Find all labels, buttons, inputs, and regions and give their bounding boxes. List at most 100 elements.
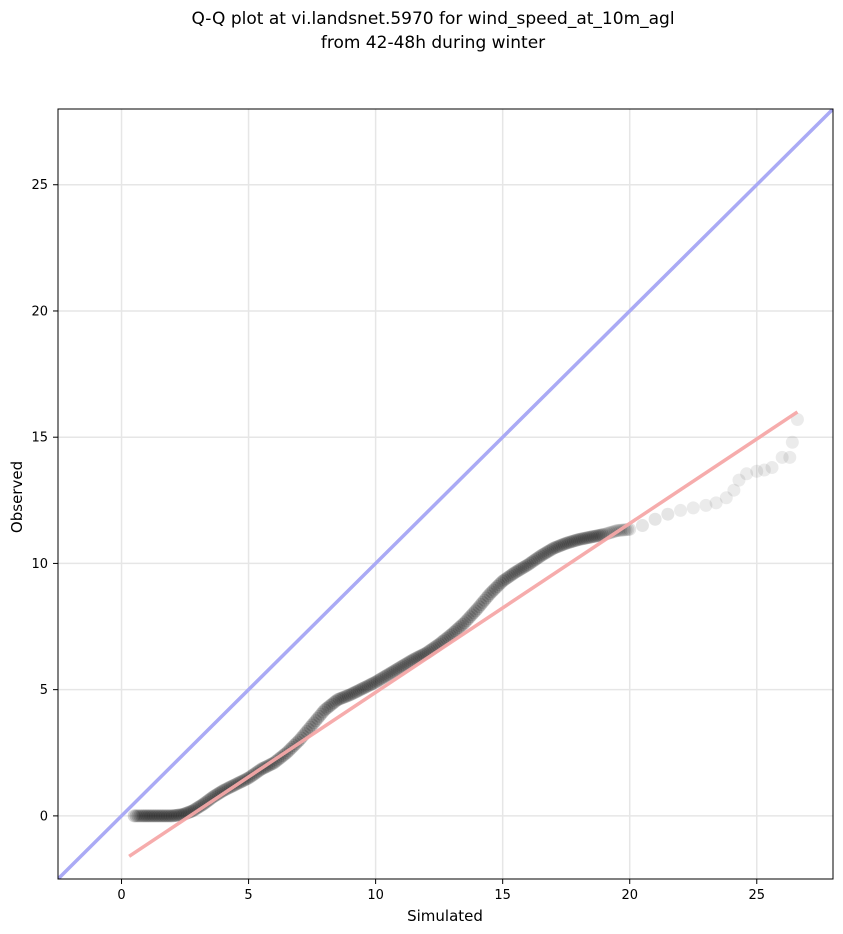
qq-point xyxy=(525,555,539,569)
qq-point xyxy=(445,627,459,641)
qq-point xyxy=(321,700,335,714)
qq-point xyxy=(398,658,412,672)
qq-point xyxy=(165,809,179,823)
qq-point xyxy=(505,568,519,582)
qq-point xyxy=(140,809,154,823)
qq-point xyxy=(394,660,408,674)
qq-point xyxy=(519,559,533,573)
qq-point xyxy=(213,786,227,800)
qq-point xyxy=(332,692,346,706)
qq-point xyxy=(341,688,355,702)
x-tick-label: 0 xyxy=(117,888,125,903)
qq-point xyxy=(510,564,524,578)
x-tick-label: 25 xyxy=(748,888,765,903)
qq-point xyxy=(512,563,526,577)
qq-point xyxy=(447,625,461,639)
qq-point xyxy=(479,591,493,605)
qq-point xyxy=(463,610,477,624)
chart-title-line-2: from 42-48h during winter xyxy=(321,33,545,53)
qq-point xyxy=(545,542,559,556)
qq-point xyxy=(309,714,323,728)
qq-point xyxy=(503,569,517,583)
qq-point xyxy=(521,558,535,572)
qq-point xyxy=(563,535,577,549)
qq-point xyxy=(343,688,357,702)
x-tick-label: 10 xyxy=(367,888,384,903)
qq-point xyxy=(472,600,486,614)
x-tick-label: 20 xyxy=(621,888,638,903)
qq-point xyxy=(389,663,403,677)
y-tick-label: 10 xyxy=(31,557,48,572)
qq-point xyxy=(135,809,149,823)
qq-point xyxy=(369,675,383,689)
qq-point xyxy=(537,547,551,561)
qq-point xyxy=(605,525,619,539)
qq-point xyxy=(365,677,379,691)
qq-point xyxy=(568,534,582,548)
qq-point xyxy=(570,533,584,547)
qq-point xyxy=(336,691,350,705)
qq-point xyxy=(508,565,522,579)
qq-point xyxy=(405,653,419,667)
qq-point xyxy=(496,574,510,588)
qq-point xyxy=(456,617,470,631)
qq-point xyxy=(465,608,479,622)
qq-point xyxy=(592,528,606,542)
qq-point xyxy=(390,662,404,676)
qq-point xyxy=(459,614,473,628)
qq-point xyxy=(576,532,590,546)
qq-point xyxy=(494,576,508,590)
qq-point xyxy=(147,809,161,823)
qq-point xyxy=(356,681,370,695)
qq-point xyxy=(586,530,600,544)
qq-point xyxy=(340,689,354,703)
qq-point xyxy=(732,473,746,487)
qq-point xyxy=(470,602,484,616)
y-axis-ticks: 0 5 10 15 20 25 xyxy=(31,178,58,824)
qq-point xyxy=(133,809,147,823)
qq-point xyxy=(345,687,359,701)
qq-point xyxy=(159,809,173,823)
qq-point xyxy=(490,580,504,594)
qq-point xyxy=(790,413,804,427)
qq-point xyxy=(311,712,325,726)
qq-point xyxy=(467,606,481,620)
qq-point xyxy=(316,705,330,719)
qq-point xyxy=(557,537,571,551)
qq-point xyxy=(150,809,164,823)
qq-point xyxy=(492,578,506,592)
qq-point xyxy=(367,676,381,690)
qq-point xyxy=(312,709,326,723)
qq-point xyxy=(577,531,591,545)
qq-point xyxy=(594,528,608,542)
qq-point xyxy=(478,593,492,607)
qq-point xyxy=(352,683,366,697)
qq-point xyxy=(699,498,713,512)
qq-point xyxy=(153,809,167,823)
qq-point xyxy=(407,652,421,666)
qq-point xyxy=(583,530,597,544)
qq-point xyxy=(648,512,662,526)
qq-point xyxy=(661,507,675,521)
qq-point xyxy=(374,672,388,686)
x-axis-ticks: 0 5 10 15 20 25 xyxy=(117,879,765,903)
qq-point xyxy=(307,716,321,730)
qq-point xyxy=(396,659,410,673)
qq-point xyxy=(572,532,586,546)
qq-point xyxy=(323,699,337,713)
plot-frame xyxy=(57,108,834,880)
qq-point xyxy=(372,673,386,687)
qq-point xyxy=(474,598,488,612)
qq-point xyxy=(155,809,169,823)
x-axis-label: Simulated xyxy=(407,907,483,925)
qq-point xyxy=(186,804,200,818)
qq-point xyxy=(516,561,530,575)
qq-point xyxy=(131,809,145,823)
qq-point xyxy=(127,809,141,823)
qq-point xyxy=(360,680,374,694)
qq-point xyxy=(318,703,332,717)
qq-point xyxy=(164,809,178,823)
qq-point xyxy=(214,785,228,799)
qq-point xyxy=(775,450,789,464)
qq-point xyxy=(783,450,797,464)
